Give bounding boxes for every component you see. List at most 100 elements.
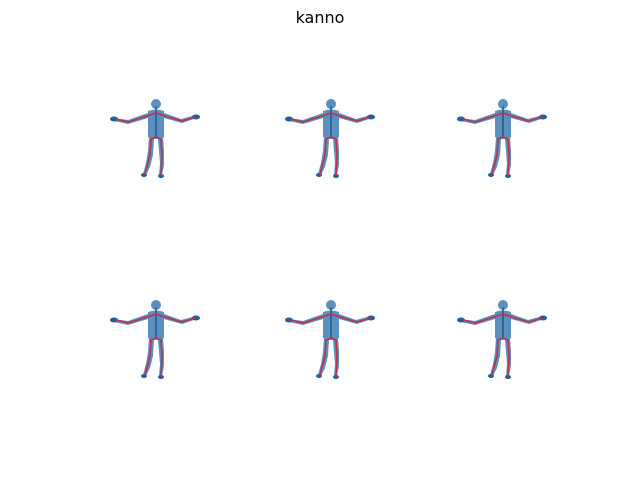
left-leg-bone: [319, 337, 332, 376]
right-arm: [511, 314, 544, 324]
right-foot: [505, 375, 511, 379]
right-hand: [539, 114, 547, 120]
head: [498, 99, 508, 109]
right-foot: [333, 375, 339, 379]
right-hand: [192, 114, 200, 120]
right-leg-bone: [502, 337, 510, 377]
right-hand: [192, 315, 200, 321]
left-arm-bone: [462, 112, 504, 123]
head: [151, 300, 161, 310]
left-leg-bone: [144, 337, 157, 376]
panel-5: [281, 296, 381, 386]
left-hand: [457, 116, 465, 122]
left-arm-bone: [115, 112, 157, 123]
right-leg-bone: [502, 136, 510, 176]
left-leg-bone: [491, 337, 504, 376]
left-leg: [490, 137, 501, 175]
left-leg-bone: [144, 136, 157, 175]
right-leg-bone: [155, 136, 163, 176]
skeleton: [462, 307, 543, 377]
left-foot: [316, 374, 322, 378]
right-arm: [339, 314, 372, 324]
left-arm: [461, 314, 495, 325]
right-leg-bone: [330, 337, 338, 377]
right-hand: [367, 315, 375, 321]
left-foot: [141, 173, 147, 177]
left-foot: [316, 173, 322, 177]
head: [326, 300, 336, 310]
mesh-body: [110, 99, 200, 178]
right-leg-bone: [330, 136, 338, 176]
right-arm: [164, 113, 197, 123]
right-arm-bone: [155, 112, 196, 122]
human-figure: [285, 99, 375, 178]
mesh-body: [457, 99, 547, 178]
skeleton: [115, 307, 196, 377]
left-hand: [285, 116, 293, 122]
head: [151, 99, 161, 109]
mesh-body: [285, 99, 375, 178]
right-leg: [158, 137, 164, 175]
right-leg: [505, 338, 511, 376]
left-leg-bone: [319, 136, 332, 175]
left-arm: [289, 314, 323, 325]
right-arm-bone: [155, 313, 196, 323]
left-leg: [490, 338, 501, 376]
panel-6: [453, 296, 553, 386]
left-leg: [318, 338, 329, 376]
left-arm-bone: [290, 313, 332, 324]
panel-4: [106, 296, 206, 386]
human-figure: [457, 99, 547, 178]
head: [498, 300, 508, 310]
right-arm-bone: [502, 112, 543, 122]
right-leg: [505, 137, 511, 175]
left-hand: [285, 317, 293, 323]
right-arm-bone: [502, 313, 543, 323]
left-foot: [488, 173, 494, 177]
left-leg: [143, 137, 154, 175]
skeleton: [290, 307, 371, 377]
human-figure: [285, 300, 375, 379]
left-arm: [461, 113, 495, 124]
right-hand: [367, 114, 375, 120]
right-leg-bone: [155, 337, 163, 377]
left-hand: [110, 317, 118, 323]
panel-2: [281, 95, 381, 185]
human-figure: [110, 300, 200, 379]
left-leg: [318, 137, 329, 175]
right-leg: [333, 137, 339, 175]
left-foot: [488, 374, 494, 378]
skeleton: [115, 106, 196, 176]
right-arm: [511, 113, 544, 123]
right-foot: [333, 174, 339, 178]
mesh-body: [457, 300, 547, 379]
mesh-body: [285, 300, 375, 379]
left-arm-bone: [462, 313, 504, 324]
head: [326, 99, 336, 109]
right-arm: [339, 113, 372, 123]
left-hand: [457, 317, 465, 323]
skeleton: [290, 106, 371, 176]
left-arm: [289, 113, 323, 124]
left-arm-bone: [290, 112, 332, 123]
left-arm-bone: [115, 313, 157, 324]
left-leg-bone: [491, 136, 504, 175]
left-arm: [114, 113, 148, 124]
human-figure: [110, 99, 200, 178]
right-foot: [158, 375, 164, 379]
right-foot: [158, 174, 164, 178]
panel-1: [106, 95, 206, 185]
right-arm-bone: [330, 313, 371, 323]
left-foot: [141, 374, 147, 378]
right-arm-bone: [330, 112, 371, 122]
left-leg: [143, 338, 154, 376]
right-leg: [333, 338, 339, 376]
right-arm: [164, 314, 197, 324]
right-hand: [539, 315, 547, 321]
right-foot: [505, 174, 511, 178]
human-figure: [457, 300, 547, 379]
panel-3: [453, 95, 553, 185]
figure-title: kanno: [295, 8, 345, 27]
left-hand: [110, 116, 118, 122]
